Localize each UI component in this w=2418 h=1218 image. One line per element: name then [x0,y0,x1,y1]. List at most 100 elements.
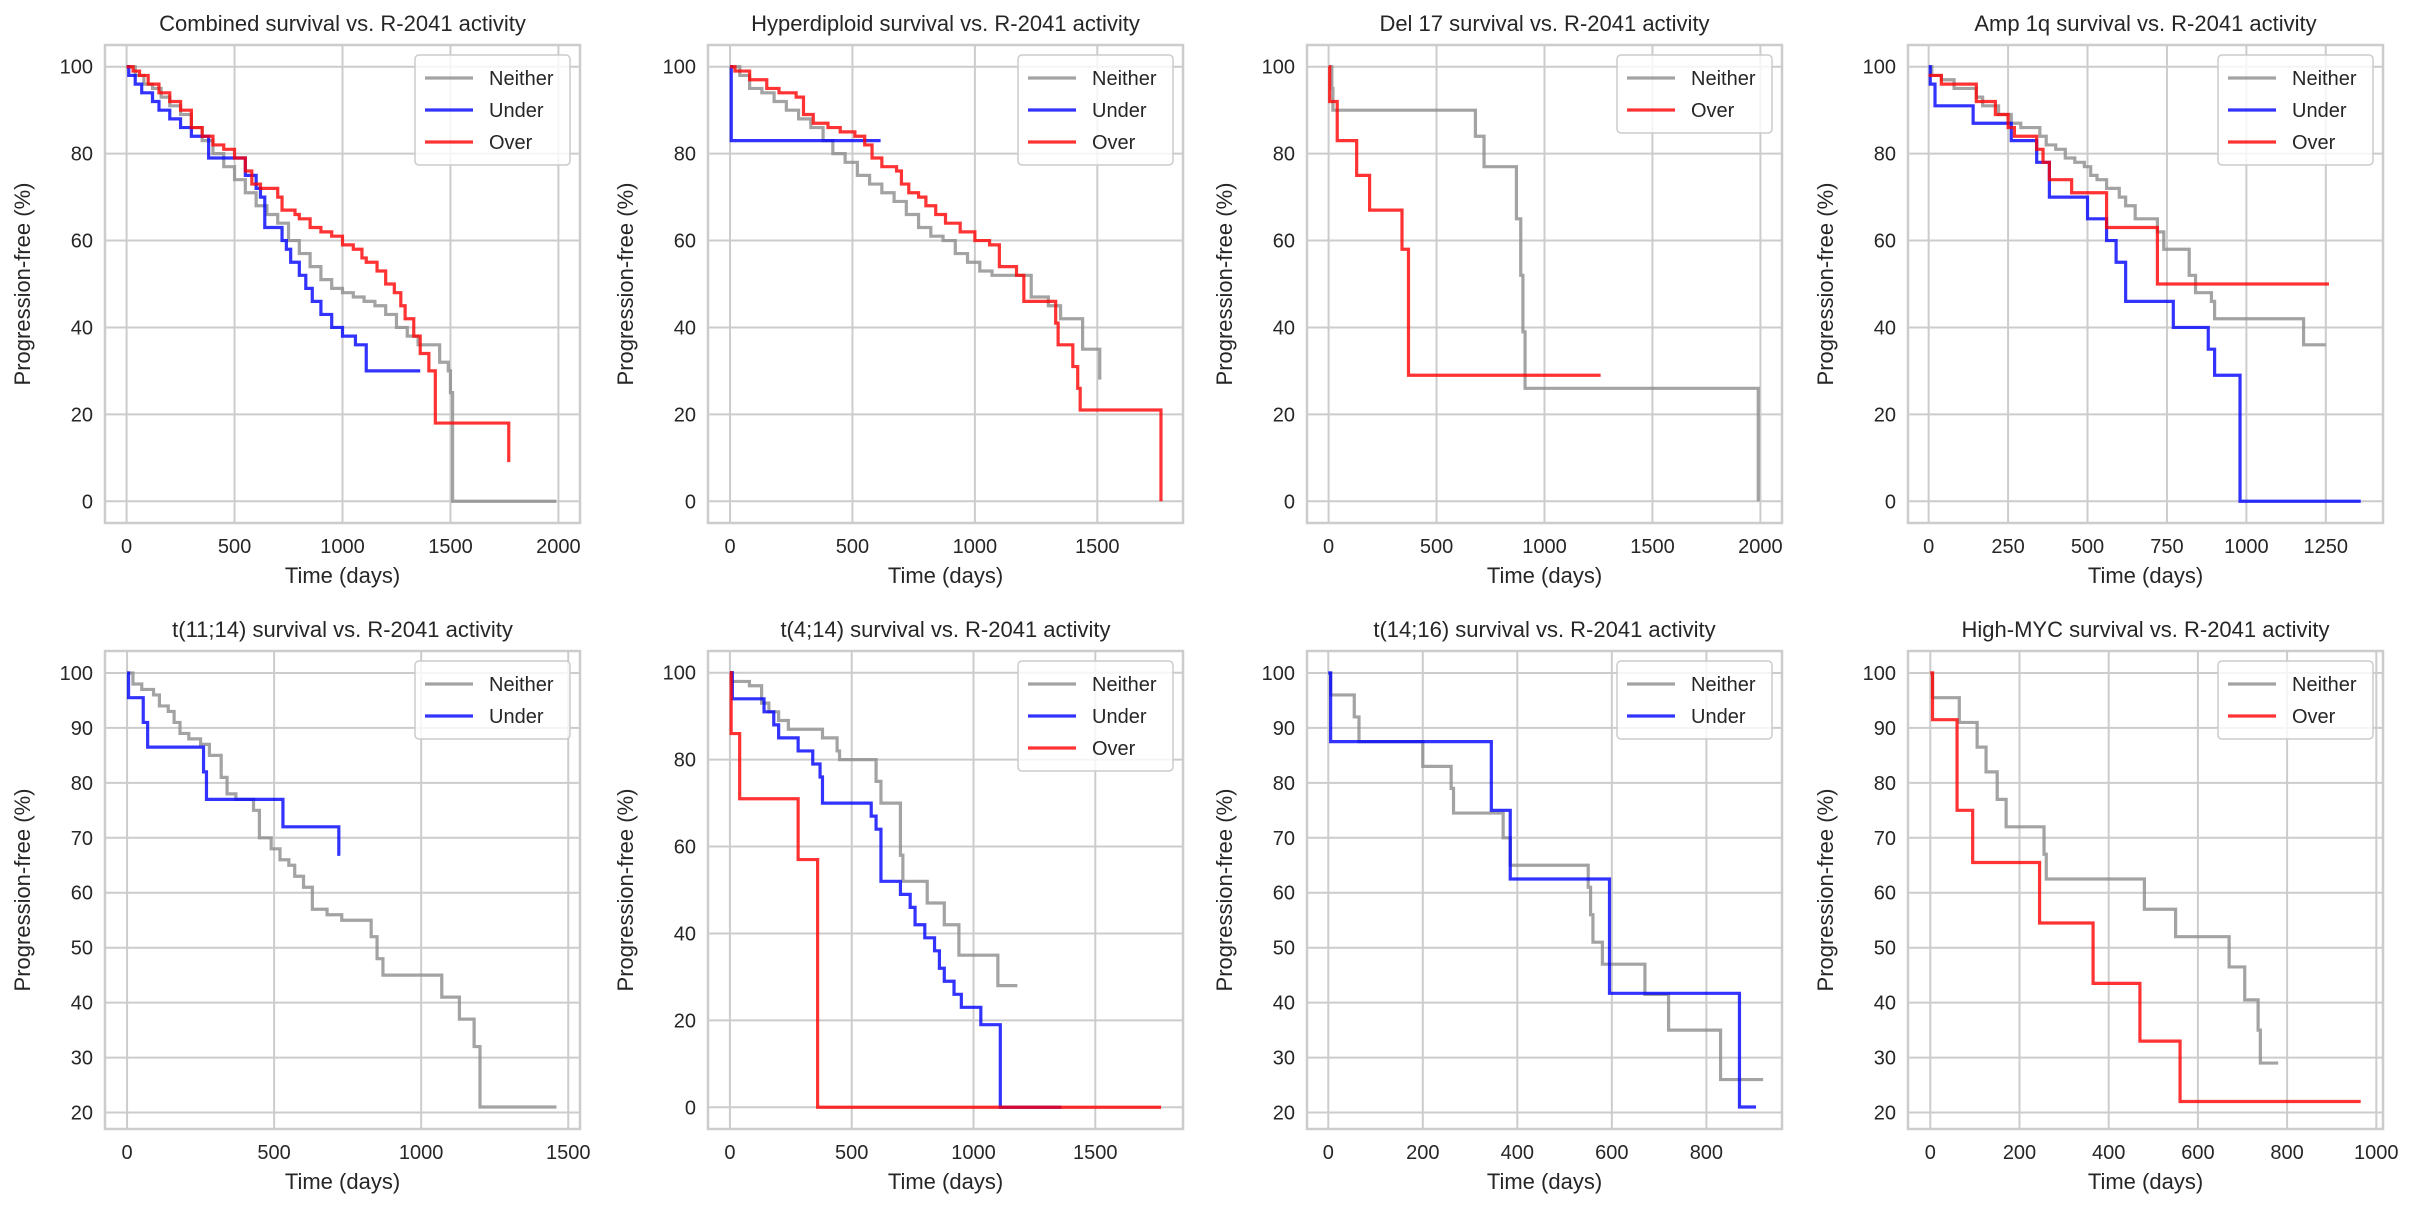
y-axis-label: Progression-free (%) [613,789,638,992]
legend-label-over: Over [1691,100,1735,122]
axes-frame [103,43,582,525]
y-axis-label: Progression-free (%) [613,183,638,386]
y-tick-label: 70 [71,828,93,850]
legend-label-under: Under [1691,706,1746,728]
chart-title: t(14;16) survival vs. R-2041 activity [1373,617,1715,642]
x-tick-label: 1000 [2354,1142,2399,1164]
y-tick-label: 0 [685,1097,696,1119]
chart-panel-3: Del 17 survival vs. R-2041 activity 0 500 1… [1212,11,1784,588]
y-tick-label: 100 [663,663,696,685]
x-tick-label: 1000 [399,1142,444,1164]
axes-frame [706,649,1185,1131]
x-tick-label: 400 [2092,1142,2125,1164]
legend-frame [414,54,571,166]
axes-frame [1906,649,2385,1131]
legend-label-over: Over [489,132,533,154]
x-tick-label: 600 [2181,1142,2214,1164]
chart-panel-8: High-MYC survival vs. R-2041 activity 0 20… [1813,617,2399,1194]
x-axis-label: Time (days) [285,563,400,588]
chart-title: t(4;14) survival vs. R-2041 activity [780,617,1110,642]
y-tick-label: 60 [1874,231,1896,253]
x-tick-label: 1500 [546,1142,591,1164]
chart-title: Amp 1q survival vs. R-2041 activity [1974,11,2316,36]
y-tick-label: 90 [71,718,93,740]
y-tick-label: 100 [60,663,93,685]
x-tick-label: 800 [1690,1142,1723,1164]
series-line-under [126,671,341,856]
x-tick-label: 500 [218,536,251,558]
y-tick-label: 40 [1273,993,1295,1015]
y-axis-label: Progression-free (%) [1212,183,1237,386]
legend-label-under: Under [489,706,544,728]
x-axis-label: Time (days) [1487,1169,1602,1194]
y-axis-label: Progression-free (%) [10,183,35,386]
x-tick-label: 800 [2270,1142,2303,1164]
legend-label-over: Over [2292,706,2336,728]
y-tick-label: 60 [674,231,696,253]
y-tick-label: 80 [1273,773,1295,795]
x-tick-label: 1000 [320,536,365,558]
x-tick-label: 500 [836,536,869,558]
legend-label-neither: Neither [2292,674,2357,696]
legend-label-over: Over [1092,738,1136,760]
legend: Neither Under Over [2217,54,2374,166]
y-tick-label: 100 [663,57,696,79]
legend-frame [1017,54,1174,166]
y-tick-label: 60 [674,837,696,859]
x-tick-label: 0 [121,1142,132,1164]
chart-panel-5: t(11;14) survival vs. R-2041 activity 0 50… [10,617,590,1194]
y-tick-label: 80 [1273,144,1295,166]
series-line-over [729,671,1162,1109]
series-line-over [1328,65,1601,377]
y-tick-label: 50 [1273,938,1295,960]
y-tick-label: 100 [1863,57,1896,79]
x-tick-label: 500 [1420,536,1453,558]
x-tick-label: 200 [2003,1142,2036,1164]
x-axis-label: Time (days) [888,563,1003,588]
chart-title: Combined survival vs. R-2041 activity [159,11,526,36]
legend-label-neither: Neither [489,674,554,696]
y-tick-label: 80 [71,773,93,795]
legend-label-under: Under [1092,100,1147,122]
y-tick-label: 50 [71,938,93,960]
series-line-neither [730,65,1102,380]
y-tick-label: 30 [1874,1048,1896,1070]
x-tick-label: 500 [835,1142,868,1164]
legend-frame [2217,54,2374,166]
y-tick-label: 100 [1863,663,1896,685]
legend: Neither Under Over [1017,54,1174,166]
legend-label-over: Over [2292,132,2336,154]
x-axis-label: Time (days) [1487,563,1602,588]
x-tick-label: 2000 [536,536,581,558]
y-tick-label: 90 [1874,718,1896,740]
chart-title: Hyperdiploid survival vs. R-2041 activit… [751,11,1140,36]
x-tick-label: 200 [1406,1142,1439,1164]
y-tick-label: 20 [674,404,696,426]
y-tick-label: 60 [71,883,93,905]
y-tick-label: 90 [1273,718,1295,740]
y-tick-label: 30 [1273,1048,1295,1070]
chart-title: Del 17 survival vs. R-2041 activity [1379,11,1709,36]
x-tick-label: 750 [2150,536,2183,558]
y-axis-label: Progression-free (%) [10,789,35,992]
legend-label-neither: Neither [1691,674,1756,696]
y-tick-label: 60 [1273,231,1295,253]
y-tick-label: 100 [60,57,93,79]
x-tick-label: 250 [1991,536,2024,558]
y-tick-label: 50 [1874,938,1896,960]
y-tick-label: 20 [1273,1103,1295,1125]
axes-frame [706,43,1185,525]
series-line-over [1930,671,2361,1104]
x-tick-label: 1500 [1075,536,1120,558]
chart-panel-6: t(4;14) survival vs. R-2041 activity 0 500… [613,617,1185,1194]
x-axis-label: Time (days) [2088,1169,2203,1194]
legend-label-neither: Neither [2292,68,2357,90]
x-tick-label: 1000 [2224,536,2269,558]
x-tick-label: 1500 [428,536,473,558]
x-tick-label: 2000 [1738,536,1783,558]
x-tick-label: 1000 [1522,536,1567,558]
x-tick-label: 1000 [951,1142,996,1164]
x-tick-label: 0 [1323,1142,1334,1164]
legend-label-neither: Neither [1092,674,1157,696]
